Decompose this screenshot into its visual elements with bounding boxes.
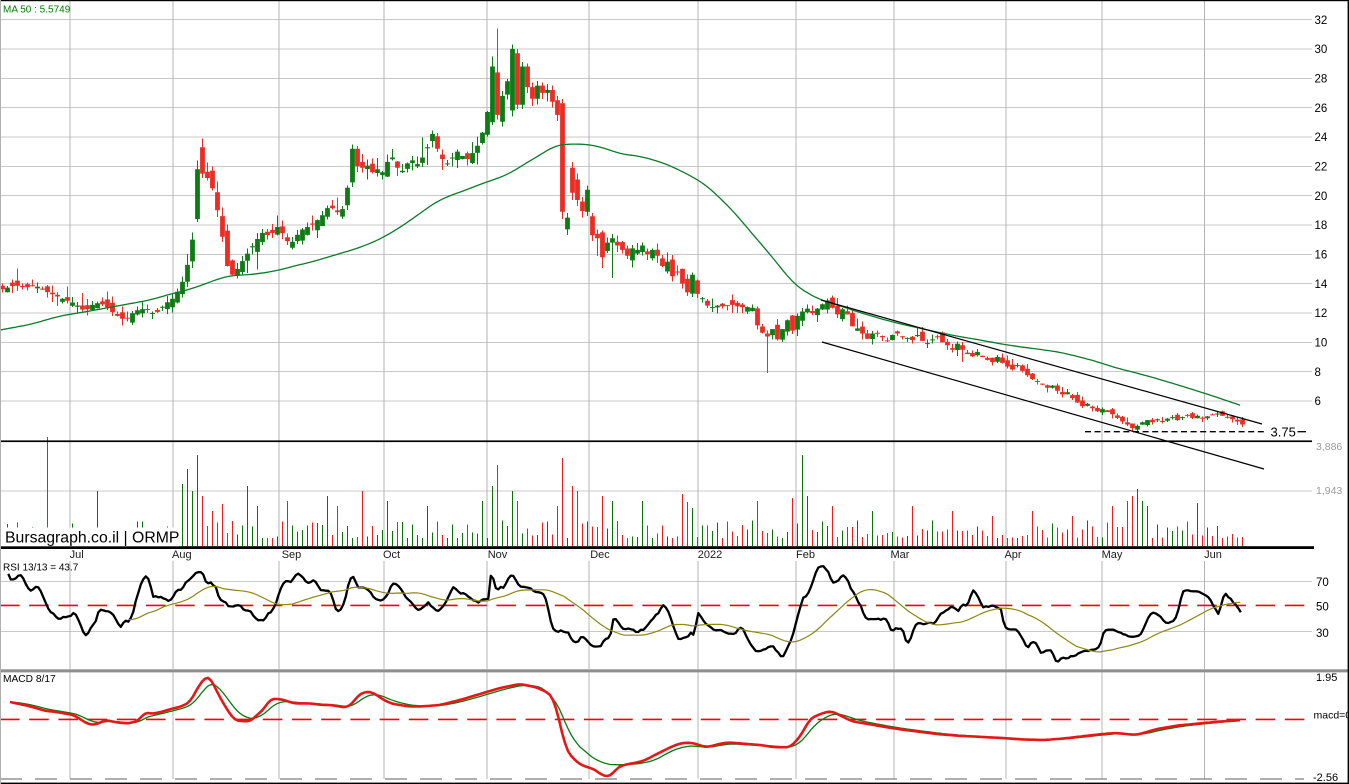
svg-text:12: 12 (1315, 308, 1328, 320)
svg-text:32: 32 (1315, 15, 1328, 27)
svg-text:Oct: Oct (383, 549, 400, 561)
svg-text:Jul: Jul (70, 549, 84, 561)
svg-text:macd=0: macd=0 (1314, 710, 1349, 722)
svg-text:MA 50 : 5.5749: MA 50 : 5.5749 (3, 4, 71, 15)
svg-text:28: 28 (1315, 74, 1328, 86)
svg-text:1,943: 1,943 (1316, 485, 1342, 497)
svg-text:30: 30 (1315, 44, 1328, 56)
svg-text:20: 20 (1315, 191, 1328, 203)
svg-text:18: 18 (1315, 220, 1328, 232)
svg-text:Jun: Jun (1204, 549, 1222, 561)
svg-text:14: 14 (1315, 279, 1328, 291)
svg-text:3,886: 3,886 (1316, 441, 1342, 453)
svg-text:MACD 8/17: MACD 8/17 (3, 674, 56, 685)
svg-text:70: 70 (1316, 577, 1329, 589)
svg-text:RSI 13/13 = 43.7: RSI 13/13 = 43.7 (3, 563, 79, 574)
svg-text:10: 10 (1315, 338, 1328, 350)
svg-text:3.75: 3.75 (1271, 425, 1296, 440)
svg-text:22: 22 (1315, 162, 1328, 174)
svg-text:Sep: Sep (282, 549, 302, 561)
svg-text:2022: 2022 (698, 549, 722, 561)
svg-text:Dec: Dec (590, 549, 610, 561)
svg-text:6: 6 (1315, 396, 1321, 408)
svg-text:Feb: Feb (796, 549, 815, 561)
svg-text:26: 26 (1315, 103, 1328, 115)
svg-text:30: 30 (1316, 628, 1329, 640)
svg-text:Apr: Apr (1004, 549, 1021, 561)
svg-text:Nov: Nov (488, 549, 508, 561)
svg-text:24: 24 (1315, 132, 1328, 144)
svg-text:Mar: Mar (891, 549, 910, 561)
svg-text:50: 50 (1316, 602, 1329, 614)
svg-text:May: May (1102, 549, 1123, 561)
svg-text:1.95: 1.95 (1316, 672, 1337, 684)
svg-text:Bursagraph.co.il | ORMP: Bursagraph.co.il | ORMP (5, 530, 179, 547)
svg-text:-2.56: -2.56 (1313, 772, 1338, 784)
svg-text:8: 8 (1315, 367, 1321, 379)
svg-text:Aug: Aug (172, 549, 192, 561)
svg-text:16: 16 (1315, 250, 1328, 262)
